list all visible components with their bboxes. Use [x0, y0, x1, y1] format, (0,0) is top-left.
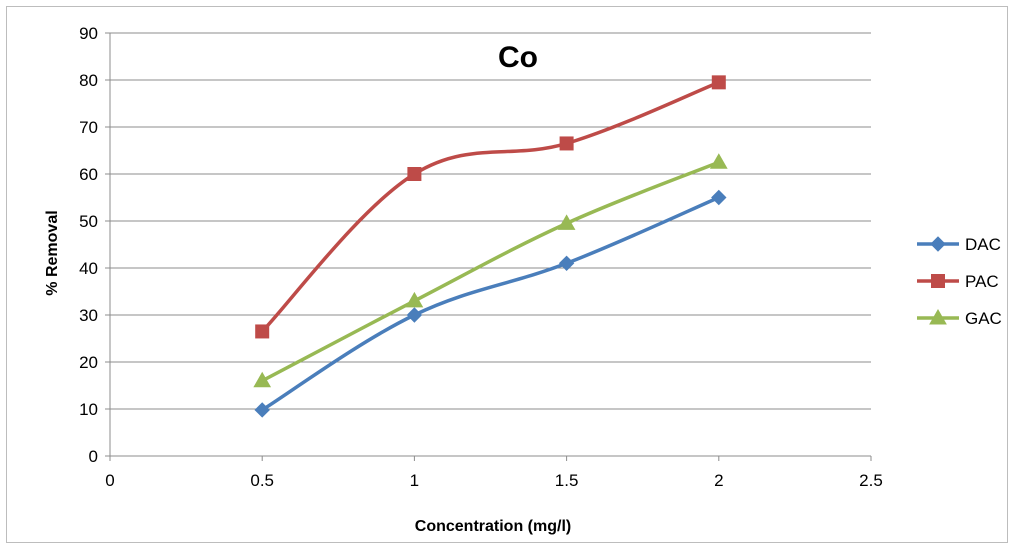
series-line-dac	[260, 195, 721, 412]
x-tick-label: 1	[410, 471, 419, 490]
data-point-dac	[406, 307, 423, 323]
y-axis-title: % Removal	[44, 210, 61, 295]
y-tick-label: 50	[79, 212, 98, 231]
y-tick-label: 90	[79, 24, 98, 43]
legend-label-dac: DAC	[965, 235, 1001, 254]
x-tick-labels: 0 0.5 1 1.5 2 2.5	[105, 471, 883, 490]
gridlines	[110, 32, 871, 410]
y-tick-label: 60	[79, 165, 98, 184]
legend-label-pac: PAC	[965, 272, 999, 291]
chart-frame: 0 0.5 1 1.5 2 2.5 0 10 20 30 40 50 60 70 80 90 Co Conc…	[6, 6, 1008, 543]
x-tick-label: 2	[714, 471, 723, 490]
chart-title: Co	[498, 41, 538, 74]
series-line-pac	[260, 80, 721, 334]
legend-item-dac: DAC	[917, 235, 1001, 254]
data-point-gac	[405, 291, 424, 308]
data-point-pac	[711, 75, 726, 90]
line-chart: 0 0.5 1 1.5 2 2.5 0 10 20 30 40 50 60 70 80 90 Co Conc…	[44, 24, 1002, 535]
y-tick-label: 70	[79, 118, 98, 137]
legend-marker-dac	[930, 236, 946, 252]
legend-label-gac: GAC	[965, 309, 1002, 328]
y-tick-labels: 0 10 20 30 40 50 60 70 80 90	[79, 24, 98, 466]
x-tick-label: 0	[105, 471, 114, 490]
y-tick-label: 80	[79, 71, 98, 90]
data-point-gac	[557, 214, 576, 230]
data-point-gac	[709, 153, 728, 169]
x-tick-label: 0.5	[250, 471, 274, 490]
y-tick-label: 40	[79, 259, 98, 278]
legend-marker-gac	[929, 308, 947, 325]
series-line-gac	[260, 160, 721, 383]
series-lines	[260, 80, 721, 412]
x-tick-label: 2.5	[859, 471, 883, 490]
x-axis-title: Concentration (mg/l)	[415, 518, 571, 535]
data-point-pac	[559, 136, 574, 151]
y-tick-label: 0	[89, 447, 98, 466]
data-point-dac	[558, 255, 575, 272]
data-point-pac	[407, 167, 422, 181]
y-tick-label: 20	[79, 353, 98, 372]
legend-marker-pac	[931, 274, 945, 288]
legend: DAC PAC GAC	[917, 235, 1002, 328]
y-tick-label: 30	[79, 306, 98, 325]
data-point-pac	[255, 324, 270, 339]
data-point-dac	[254, 402, 270, 418]
y-tick-label: 10	[79, 400, 98, 419]
legend-item-gac: GAC	[917, 308, 1002, 328]
data-point-dac	[711, 189, 727, 206]
series-markers	[253, 75, 728, 418]
x-tick-label: 1.5	[555, 471, 579, 490]
legend-item-pac: PAC	[917, 272, 999, 291]
data-point-gac	[253, 371, 272, 388]
axes	[105, 32, 872, 461]
